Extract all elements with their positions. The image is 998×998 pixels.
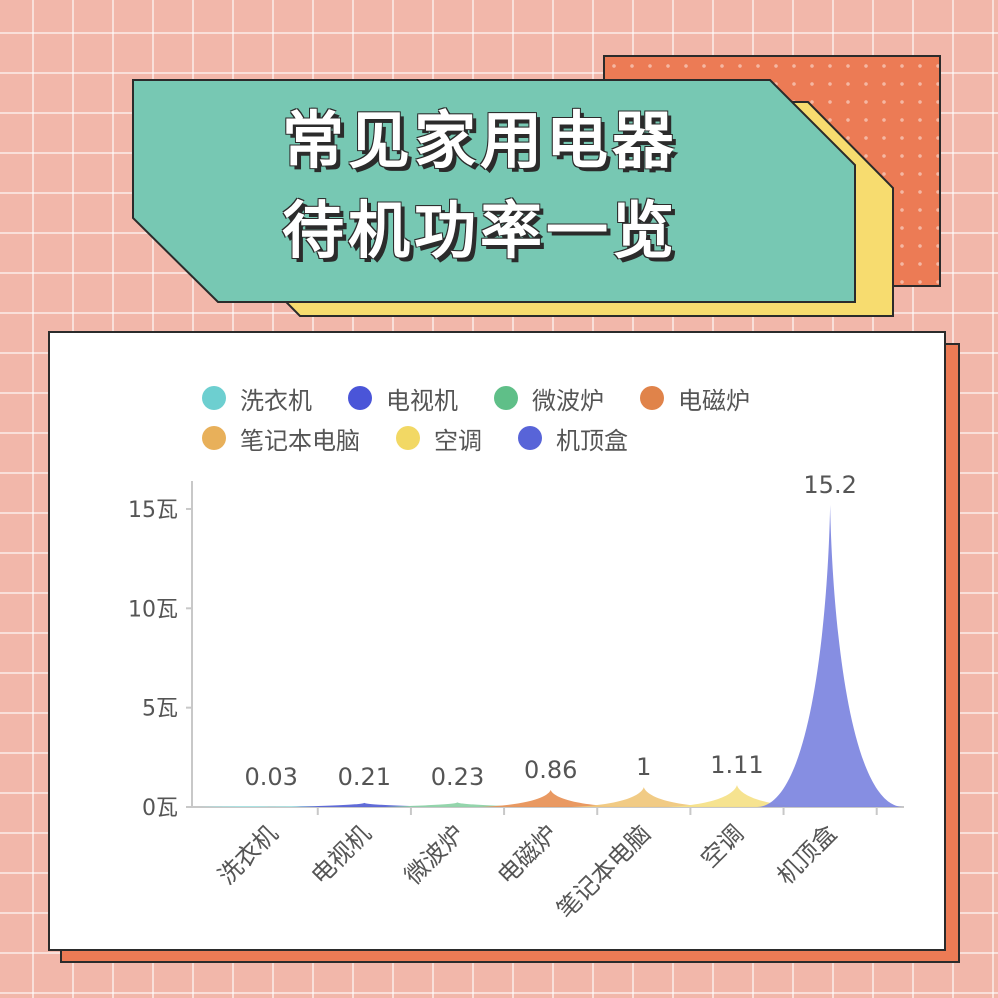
data-label: 1	[636, 753, 651, 781]
data-label: 0.21	[338, 763, 391, 791]
data-label: 15.2	[803, 471, 856, 499]
data-label: 0.23	[431, 763, 484, 791]
area-chart: 0瓦 5瓦 10瓦 15瓦 0.03 0.21 0.23 0.86 1 1.11 15.2 洗衣机 电视…	[128, 471, 904, 924]
legend-item[interactable]: 笔记本电脑	[202, 423, 360, 455]
legend-dot	[494, 386, 518, 410]
area-peak-2	[291, 802, 438, 807]
area-peak-4	[477, 789, 624, 807]
y-tick-label: 15瓦	[128, 498, 178, 523]
legend-label: 空调	[434, 426, 482, 455]
area-peak-7	[757, 505, 903, 807]
legend-dot	[348, 386, 372, 410]
data-label: 1.11	[710, 751, 763, 779]
legend-item[interactable]: 电视机	[348, 383, 458, 415]
x-tick-label: 机顶盒	[772, 819, 843, 890]
legend-dot	[202, 426, 226, 450]
chart-card: 洗衣机 电视机 微波炉 电磁炉 笔记本电脑 空调 机顶盒 0瓦 5瓦 10瓦 15瓦 0.03 0.2…	[48, 331, 946, 951]
title-line-1: 常见家用电器	[281, 104, 678, 177]
area-peak-5	[571, 787, 717, 807]
data-label: 0.86	[524, 756, 577, 784]
x-tick-label: 空调	[695, 819, 749, 873]
legend-label: 电视机	[386, 386, 458, 415]
legend-item[interactable]: 微波炉	[494, 383, 604, 415]
legend-label: 电磁炉	[678, 386, 750, 415]
y-tick-label: 10瓦	[128, 597, 178, 622]
y-tick-label: 0瓦	[142, 796, 178, 821]
data-label: 0.03	[244, 763, 297, 791]
title-banner	[132, 79, 894, 317]
legend-item[interactable]: 机顶盒	[518, 423, 628, 455]
legend-dot	[202, 386, 226, 410]
y-tick-label: 5瓦	[142, 697, 178, 722]
x-tick-label: 洗衣机	[213, 819, 284, 890]
legend-item[interactable]: 空调	[396, 423, 482, 455]
title-line-2: 待机功率一览	[281, 194, 678, 267]
x-tick-label: 电视机	[306, 819, 377, 890]
legend-label: 洗衣机	[240, 386, 312, 415]
legend-item[interactable]: 电磁炉	[640, 383, 750, 415]
title-banner-box	[132, 79, 856, 303]
area-peak-3	[384, 802, 531, 807]
legend-label: 微波炉	[532, 386, 604, 415]
legend-item[interactable]: 洗衣机	[202, 383, 312, 415]
x-tick-label: 电磁炉	[492, 819, 563, 890]
x-tick-label: 笔记本电脑	[551, 819, 656, 924]
legend-label: 机顶盒	[556, 426, 628, 455]
chart-legend: 洗衣机 电视机 微波炉 电磁炉笔记本电脑 空调 机顶盒	[202, 383, 842, 455]
area-peak-6	[664, 784, 810, 807]
x-tick-label: 微波炉	[399, 819, 470, 890]
page-title: 常见家用电器 待机功率一览	[130, 96, 830, 276]
legend-dot	[396, 426, 420, 450]
legend-dot	[518, 426, 542, 450]
legend-label: 笔记本电脑	[240, 426, 360, 455]
legend-dot	[640, 386, 664, 410]
